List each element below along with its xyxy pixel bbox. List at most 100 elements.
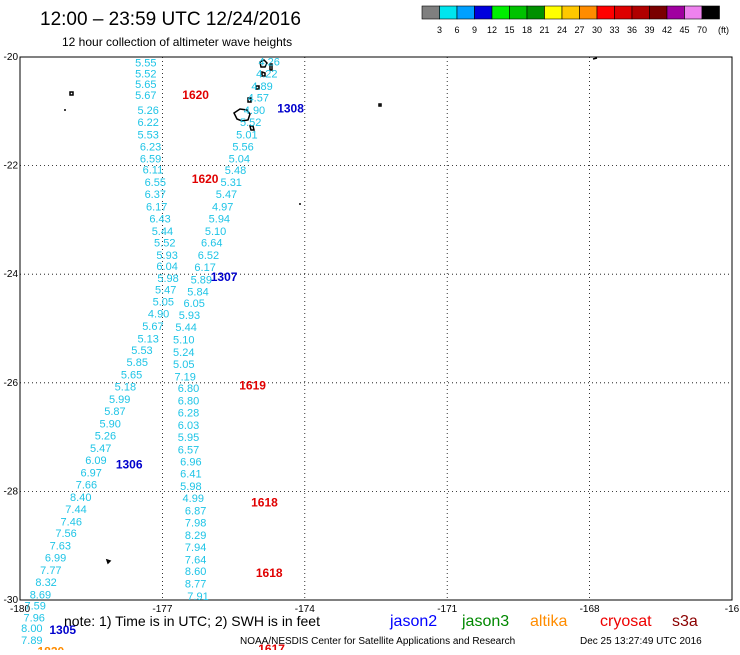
wave-height-value: 4.99: [183, 493, 204, 505]
wave-height-value: 7.89: [21, 635, 42, 647]
wave-height-value: 6.09: [85, 455, 106, 467]
wave-height-value: 8.40: [70, 492, 91, 504]
colorbar-label: 12: [487, 25, 497, 35]
wave-height-value: 5.05: [173, 359, 194, 371]
colorbar-label: 3: [437, 25, 442, 35]
island-outline: [69, 91, 74, 96]
wave-height-value: 6.11: [143, 164, 164, 176]
wave-height-value: 7.44: [65, 504, 86, 516]
satellite-name-s3a: s3a: [672, 613, 698, 630]
island-outline: [255, 85, 260, 90]
wave-height-value: 5.55: [135, 57, 156, 69]
colorbar-label: 30: [592, 25, 602, 35]
colorbar-label: 45: [679, 25, 689, 35]
wave-height-value: 4.22: [256, 68, 277, 80]
wave-height-value: 5.89: [191, 275, 212, 287]
wave-height-value: 5.13: [137, 333, 158, 345]
island-outline: [378, 103, 382, 107]
colorbar-legend: 3 6 9 12 15 18 21 24 27 30 33 36 39 42 45 70: [421, 5, 720, 35]
satellite-name-altika: altika: [530, 613, 567, 630]
wave-height-value: 5.94: [209, 213, 230, 225]
wave-height-value: 5.85: [127, 357, 148, 369]
wave-height-value: 8.60: [185, 566, 206, 578]
pass-time-label: 1305: [49, 623, 76, 637]
wave-height-value: 5.87: [104, 406, 125, 418]
x-tick-label: -180: [10, 604, 30, 615]
wave-height-value: 5.65: [135, 79, 156, 91]
island-outline: [247, 97, 252, 103]
y-tick-label: -30: [4, 595, 19, 606]
wave-height-value: 5.18: [115, 382, 136, 394]
colorbar-swatch: [544, 5, 563, 20]
wave-height-value: 5.84: [187, 287, 208, 299]
wave-height-value: 5.52: [154, 238, 175, 250]
wave-height-value: 5.44: [175, 322, 196, 334]
wave-height-value: 7.46: [61, 516, 82, 528]
y-tick-label: -26: [4, 378, 19, 389]
wave-height-value: 6.96: [180, 457, 201, 469]
island-outline: [269, 63, 273, 71]
colorbar-swatch: [561, 5, 580, 20]
wave-height-value: 5.47: [216, 189, 237, 201]
wave-height-value: 7.94: [185, 542, 206, 554]
wave-height-value: 5.93: [179, 310, 200, 322]
wave-height-value: 6.43: [149, 213, 170, 225]
wave-height-value: 5.26: [95, 430, 116, 442]
wave-height-value: 5.53: [131, 345, 152, 357]
wave-height-value: 6.17: [194, 262, 215, 274]
plot-frame: [19, 56, 733, 601]
wave-height-value: 7.64: [185, 554, 206, 566]
pass-time-label: 1620: [192, 172, 219, 186]
wave-height-value: 7.56: [55, 528, 76, 540]
wave-height-values: 5.555.525.655.675.266.225.536.236.596.11…: [21, 56, 280, 647]
x-tick-label: -174: [295, 604, 315, 615]
wave-height-value: 4.26: [258, 56, 279, 68]
grid-lines: [20, 57, 732, 600]
wave-height-value: 5.56: [232, 142, 253, 154]
wave-height-value: 5.10: [173, 334, 194, 346]
wave-height-value: 5.01: [236, 130, 257, 142]
pass-time-label: 1620: [182, 88, 209, 102]
colorbar-swatch: [509, 5, 528, 20]
wave-height-value: 4.57: [248, 93, 269, 105]
wave-height-value: 7.59: [24, 600, 45, 612]
colorbar-label: 33: [609, 25, 619, 35]
wave-height-value: 7.63: [50, 541, 71, 553]
colorbar-swatch: [701, 5, 720, 20]
timestamp-line: Dec 25 13:27:49 UTC 2016: [580, 636, 702, 647]
colorbar-swatch: [649, 5, 668, 20]
wave-height-value: 8.00: [21, 623, 42, 635]
pass-time-label: 1306: [116, 457, 143, 471]
wave-height-value: 5.05: [153, 296, 174, 308]
colorbar-label: 18: [522, 25, 532, 35]
wave-height-value: 8.69: [30, 590, 51, 602]
wave-height-value: 4.97: [212, 201, 233, 213]
y-tick-label: -24: [4, 269, 19, 280]
wave-height-value: 6.41: [180, 468, 201, 480]
wave-height-value: 6.22: [137, 117, 158, 129]
wave-height-value: 8.77: [185, 579, 206, 591]
wave-height-value: 5.10: [205, 226, 226, 238]
footnote: note: 1) Time is in UTC; 2) SWH is in fe…: [64, 613, 320, 629]
colorbar-label: 39: [644, 25, 654, 35]
island-outline: [249, 125, 255, 131]
wave-height-value: 6.05: [183, 298, 204, 310]
wave-height-value: 6.03: [178, 420, 199, 432]
colorbar-label: 6: [454, 25, 459, 35]
wave-height-value: 6.55: [145, 177, 166, 189]
wave-height-value: 5.95: [178, 432, 199, 444]
x-tick-label: -168: [580, 604, 600, 615]
satellite-legend: jason2 jason3 altika cryosat s3a: [389, 613, 698, 630]
wave-height-value: 6.52: [198, 250, 219, 262]
pass-time-label: 1618: [251, 495, 278, 509]
wave-height-value: 8.32: [35, 577, 56, 589]
colorbar-swatch: [421, 5, 440, 20]
wave-height-value: 4.90: [148, 308, 169, 320]
wave-height-value: 6.97: [80, 467, 101, 479]
wave-height-value: 5.67: [142, 321, 163, 333]
wave-height-value: 6.80: [178, 396, 199, 408]
colorbar-label: 21: [539, 25, 549, 35]
wave-height-value: 5.52: [240, 117, 261, 129]
wave-height-value: 7.98: [185, 517, 206, 529]
wave-height-value: 5.04: [229, 154, 250, 166]
